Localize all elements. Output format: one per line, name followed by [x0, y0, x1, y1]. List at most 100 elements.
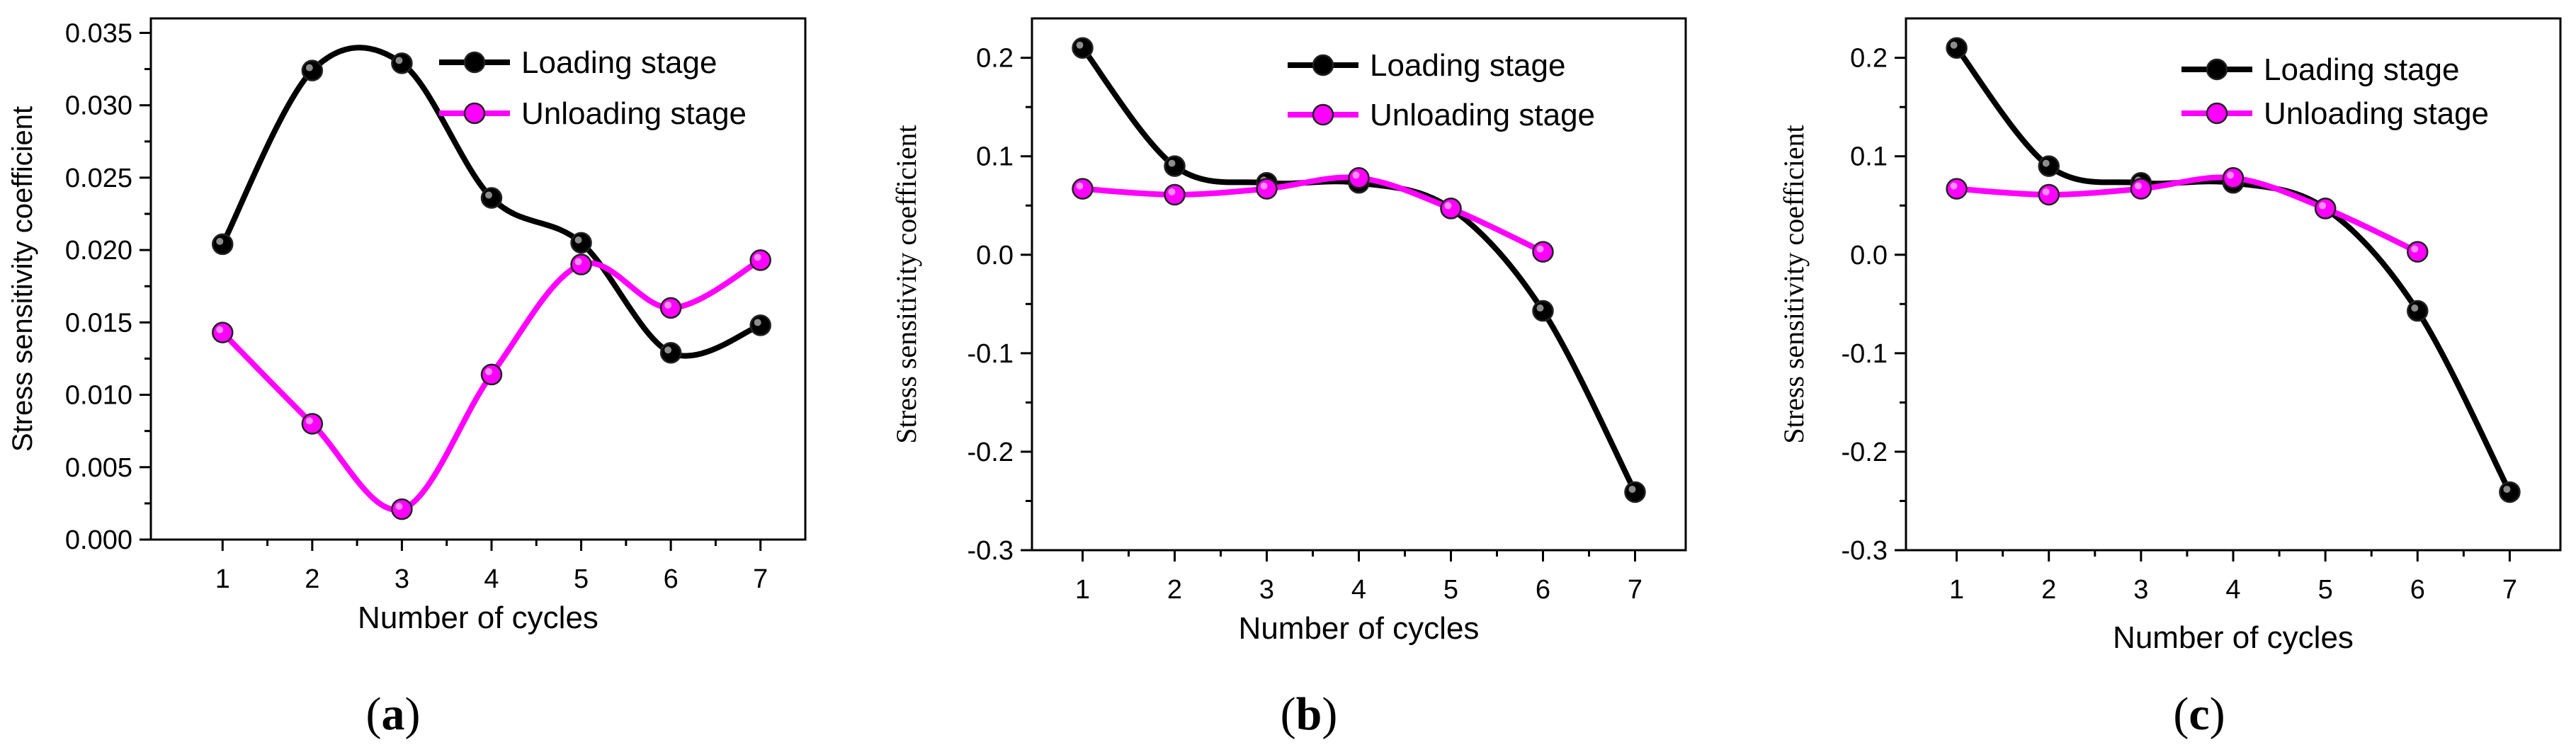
data-point-unloading [480, 363, 503, 386]
y-axis-title: Stress sensitivity coefficient [890, 125, 922, 443]
legend-marker-unloading [2206, 102, 2228, 125]
data-point-unloading [659, 297, 682, 319]
x-tick-label: 1 [215, 564, 230, 594]
x-tick-label: 1 [1075, 575, 1090, 605]
y-tick-label: 0.2 [1850, 44, 1888, 74]
y-tick-label: 0.0 [1850, 241, 1888, 270]
point-highlight [754, 319, 761, 326]
point-highlight [216, 237, 224, 245]
data-point-unloading [212, 321, 234, 343]
legend-marker-loading [1312, 54, 1334, 76]
point-highlight [2134, 182, 2142, 190]
point-highlight [664, 346, 672, 354]
x-tick-label: 4 [484, 564, 499, 594]
point-highlight [484, 368, 492, 375]
data-point-unloading [2038, 183, 2060, 206]
y-tick-label: -0.2 [968, 438, 1014, 467]
point-highlight [2411, 245, 2419, 253]
point-highlight [2503, 485, 2511, 493]
point-highlight [1168, 188, 1176, 195]
y-tick-label: 0.035 [65, 18, 132, 48]
legend-marker-loading [2206, 58, 2228, 81]
y-tick-label: 0.010 [65, 381, 132, 411]
x-tick-label: 4 [1351, 575, 1366, 605]
y-tick-label: 0.1 [1850, 142, 1888, 172]
data-point-unloading [1164, 183, 1186, 206]
point-highlight [395, 57, 403, 64]
data-point-loading [2038, 155, 2060, 177]
x-tick-label: 3 [1259, 575, 1274, 605]
legend-label-unloading: Unloading stage [1370, 98, 1595, 132]
data-point-unloading [1532, 241, 1554, 263]
point-highlight [2042, 188, 2050, 195]
data-point-loading [301, 59, 324, 81]
point-highlight [574, 258, 582, 266]
legend-label-unloading: Unloading stage [2264, 96, 2489, 131]
data-point-loading [2407, 300, 2429, 322]
data-point-unloading [2130, 178, 2152, 200]
data-point-loading [1164, 155, 1186, 177]
data-point-unloading [1348, 167, 1370, 189]
point-highlight [664, 301, 672, 309]
point-highlight [1076, 41, 1084, 49]
y-tick-label: -0.3 [1842, 536, 1888, 566]
series-line-unloading [1953, 174, 2421, 255]
panel-b: 1 2 3 4 5 6 7 -0.3 -0.2 -0.1 0.0 0.1 0.2 Number of cy… [890, 17, 1687, 740]
legend-label-loading: Loading stage [2264, 52, 2459, 87]
y-tick-label: 0.0 [976, 241, 1014, 270]
x-tick-label: 1 [1949, 575, 1964, 605]
x-tick-label: 5 [2318, 575, 2333, 605]
data-point-loading [212, 233, 234, 256]
panel-label: (c) [2173, 688, 2225, 740]
x-axis-title: Number of cycles [1239, 611, 1480, 646]
data-point-loading [1946, 37, 1968, 59]
point-highlight [1536, 304, 1544, 312]
panel-c: 1 2 3 4 5 6 7 -0.3 -0.2 -0.1 0.0 0.1 0.2 Number of cy… [1778, 17, 2562, 740]
x-tick-label: 6 [664, 564, 679, 594]
data-point-loading [1072, 37, 1094, 59]
legend-marker-loading [463, 51, 486, 74]
y-tick-label: -0.2 [1842, 438, 1888, 467]
point-highlight [395, 503, 403, 511]
y-tick-label: 0.020 [65, 236, 132, 266]
x-tick-label: 7 [2502, 575, 2517, 605]
panel-label: (b) [1281, 688, 1338, 740]
data-point-loading [570, 232, 592, 254]
point-highlight [2042, 159, 2050, 167]
data-point-loading [1532, 300, 1554, 322]
x-tick-label: 7 [753, 564, 768, 594]
data-point-unloading [391, 498, 413, 520]
data-point-unloading [2222, 167, 2245, 189]
legend-marker-unloading [463, 102, 486, 125]
x-tick-label: 2 [305, 564, 319, 594]
y-axis-title: Stress sensitivity coefficient [7, 106, 38, 452]
point-highlight [1950, 182, 1958, 190]
plot-frame [149, 17, 807, 541]
point-highlight [574, 236, 582, 244]
point-highlight [1444, 202, 1452, 210]
data-point-loading [1624, 481, 1646, 503]
data-point-loading [391, 52, 413, 74]
panel-a: 1 2 3 4 5 6 7 0.000 0.005 0.010 0.015 0.020 0.025 0.0… [7, 17, 807, 740]
data-point-unloading [1440, 198, 1462, 220]
x-axis-title: Number of cycles [358, 600, 598, 635]
data-point-unloading [570, 253, 592, 275]
point-highlight [1076, 182, 1084, 190]
point-highlight [754, 253, 761, 261]
point-highlight [2319, 202, 2327, 210]
data-point-unloading [1256, 178, 1278, 200]
data-point-loading [2499, 481, 2521, 503]
y-tick-label: 0.2 [976, 44, 1014, 74]
point-highlight [305, 417, 313, 425]
x-tick-label: 6 [1536, 575, 1550, 605]
x-tick-label: 3 [2133, 575, 2148, 605]
data-point-unloading [301, 413, 324, 435]
x-tick-label: 7 [1628, 575, 1642, 605]
point-highlight [2411, 304, 2419, 312]
y-tick-label: 0.1 [976, 142, 1014, 172]
legend-label-loading: Loading stage [521, 45, 717, 80]
x-tick-label: 5 [1443, 575, 1458, 605]
legend-label-loading: Loading stage [1370, 48, 1565, 83]
panel-label: (a) [366, 688, 421, 740]
